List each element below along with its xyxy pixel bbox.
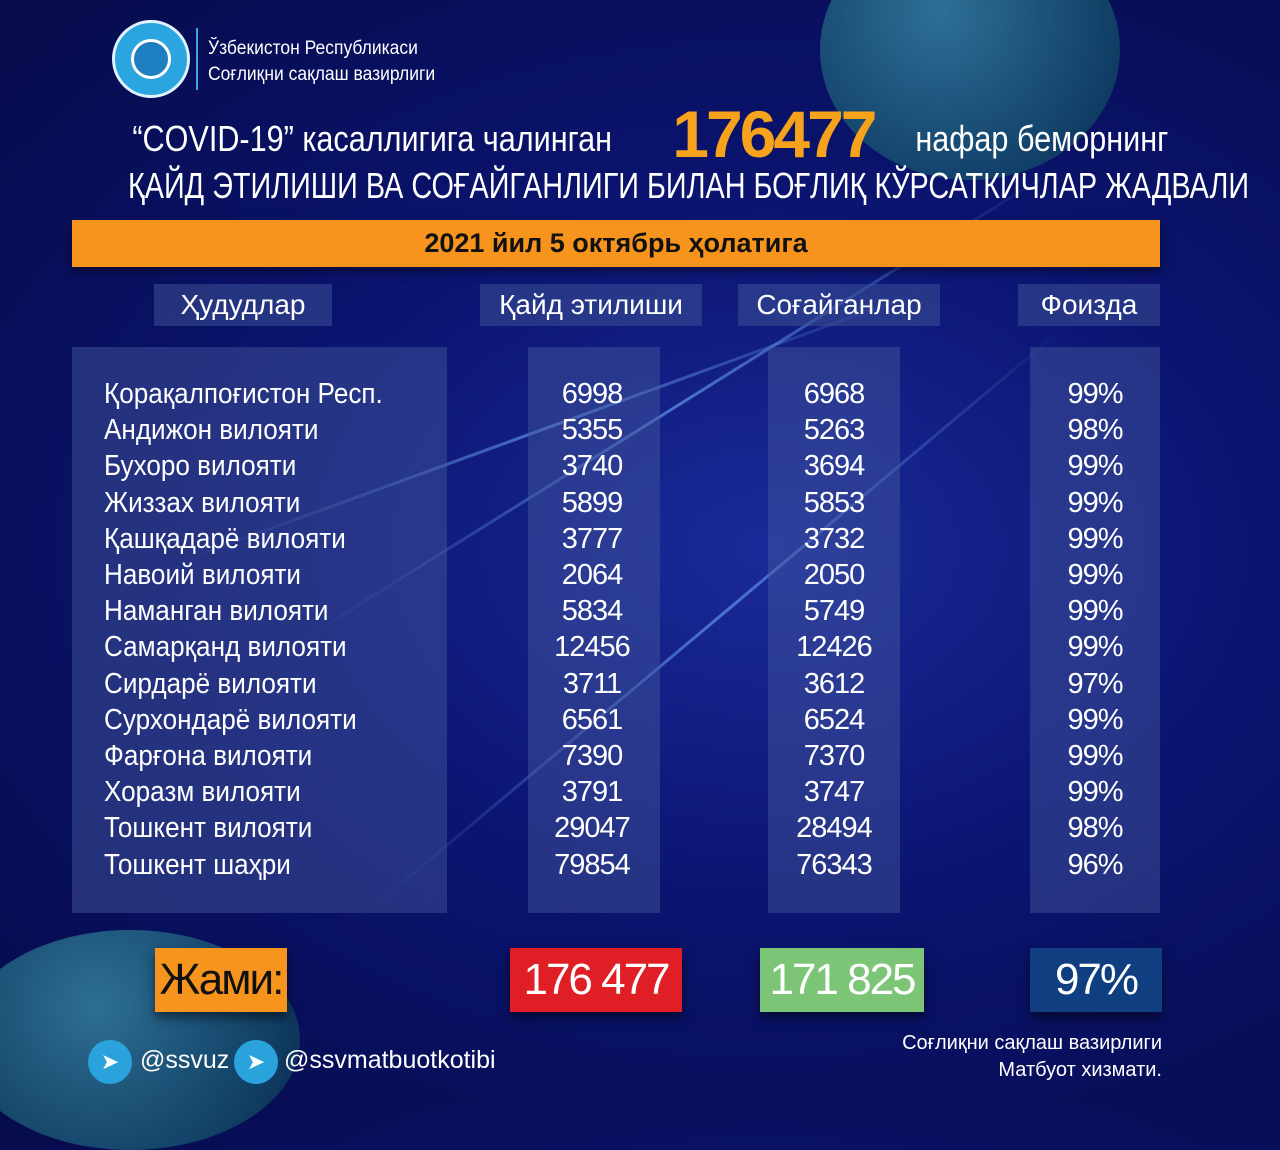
- recovered-panel: [768, 347, 900, 913]
- percent-value: 99%: [1067, 595, 1123, 628]
- col-header-registered: Қайд этилиши: [480, 284, 702, 326]
- recovered-value: 3747: [803, 776, 866, 809]
- registered-value: 5834: [561, 595, 624, 628]
- light-streak: [379, 321, 1071, 903]
- region-name: Жиззах вилояти: [104, 486, 301, 519]
- percent-value: 99%: [1067, 631, 1123, 664]
- registered-value: 2064: [561, 559, 624, 591]
- registered-value: 12456: [554, 631, 631, 664]
- region-name: Сирдарё вилояти: [104, 667, 317, 700]
- date-banner: 2021 йил 5 октябрь ҳолатига: [72, 220, 1160, 267]
- region-name: Навоий вилояти: [104, 559, 302, 591]
- registered-value: 6998: [561, 378, 624, 410]
- registered-value: 3777: [561, 522, 624, 555]
- total-registered: 176 477: [510, 948, 682, 1012]
- region-name: Хоразм вилояти: [104, 776, 301, 809]
- region-name: Наманган вилояти: [104, 595, 329, 628]
- region-name: Самарқанд вилояти: [104, 631, 347, 664]
- registered-value: 29047: [554, 812, 631, 845]
- press-service: Соғлиқни сақлаш вазирлиги Матбуот хизмат…: [902, 1030, 1162, 1084]
- region-name: Фарғона вилояти: [104, 740, 313, 772]
- registered-value: 3791: [561, 776, 624, 809]
- percent-value: 96%: [1067, 848, 1123, 881]
- recovered-value: 2050: [803, 559, 866, 591]
- recovered-value: 5263: [803, 414, 866, 447]
- telegram-icon[interactable]: ➤: [88, 1040, 132, 1084]
- total-recovered: 171 825: [760, 948, 924, 1012]
- press-line2: Матбуот хизмати.: [998, 1059, 1162, 1081]
- region-name: Қашқадарё вилояти: [104, 522, 346, 555]
- registered-value: 3711: [562, 667, 622, 700]
- registered-value: 7390: [561, 740, 624, 772]
- recovered-value: 5853: [803, 486, 866, 519]
- recovered-value: 76343: [796, 848, 873, 881]
- recovered-value: 3694: [803, 450, 866, 483]
- region-name: Андижон вилояти: [104, 414, 319, 447]
- registered-value: 6561: [561, 703, 624, 736]
- registered-value: 5355: [561, 414, 624, 447]
- org-line1: Ўзбекистон Республикаси: [208, 38, 418, 59]
- regions-panel: [72, 347, 447, 913]
- percent-value: 99%: [1067, 703, 1123, 736]
- region-name: Бухоро вилояти: [104, 450, 297, 483]
- registered-value: 5899: [561, 486, 624, 519]
- recovered-value: 5749: [803, 595, 866, 628]
- title-line2: ҚАЙД ЭТИЛИШИ ВА СОҒАЙГАНЛИГИ БИЛАН БОҒЛИ…: [128, 165, 1250, 206]
- percent-value: 97%: [1067, 667, 1123, 700]
- recovered-value: 12426: [796, 631, 873, 664]
- percent-value: 98%: [1067, 414, 1123, 447]
- title-number: 176477: [672, 97, 877, 171]
- region-name: Қорақалпоғистон Респ.: [104, 378, 383, 410]
- recovered-value: 28494: [796, 812, 873, 845]
- col-header-regions: Ҳудудлар: [154, 284, 332, 326]
- divider: [196, 28, 198, 90]
- telegram-icon[interactable]: ➤: [234, 1040, 278, 1084]
- region-name: Сурхондарё вилояти: [104, 703, 357, 736]
- total-label: Жами:: [155, 948, 287, 1012]
- region-name: Тошкент вилояти: [104, 812, 313, 845]
- percent-value: 99%: [1067, 559, 1123, 591]
- col-header-percent: Фоизда: [1018, 284, 1160, 326]
- percent-value: 99%: [1067, 740, 1123, 772]
- title-suffix: нафар беморнинг: [914, 118, 1168, 159]
- percent-value: 99%: [1067, 522, 1123, 555]
- telegram-handle-2[interactable]: @ssvmatbuotkotibi: [284, 1046, 496, 1074]
- percent-value: 99%: [1067, 378, 1123, 410]
- col-header-recovered: Соғайганлар: [738, 284, 940, 326]
- registered-panel: [528, 347, 660, 913]
- registered-value: 3740: [561, 450, 624, 483]
- ministry-name: Ўзбекистон Республикаси Соғлиқни сақлаш …: [208, 36, 435, 88]
- ministry-logo: [112, 20, 190, 98]
- recovered-value: 6524: [803, 703, 866, 736]
- registered-value: 79854: [554, 848, 631, 881]
- percent-value: 99%: [1067, 776, 1123, 809]
- region-name: Тошкент шаҳри: [104, 848, 291, 881]
- telegram-handle-1[interactable]: @ssvuz: [140, 1046, 230, 1074]
- recovered-value: 3732: [803, 522, 866, 555]
- title-prefix: “COVID-19” касаллигига чалинган: [132, 118, 612, 159]
- recovered-value: 6968: [803, 378, 866, 410]
- percent-value: 99%: [1067, 450, 1123, 483]
- total-percent: 97%: [1030, 948, 1162, 1012]
- percent-panel: [1030, 347, 1160, 913]
- recovered-value: 3612: [803, 667, 866, 700]
- percent-value: 98%: [1067, 812, 1123, 845]
- recovered-value: 7370: [803, 740, 866, 772]
- press-line1: Соғлиқни сақлаш вазирлиги: [902, 1032, 1162, 1054]
- percent-value: 99%: [1067, 486, 1123, 519]
- title-line1: “COVID-19” касаллигига чалинган 176477 наф…: [0, 96, 1280, 172]
- org-line2: Соғлиқни сақлаш вазирлиги: [208, 64, 436, 85]
